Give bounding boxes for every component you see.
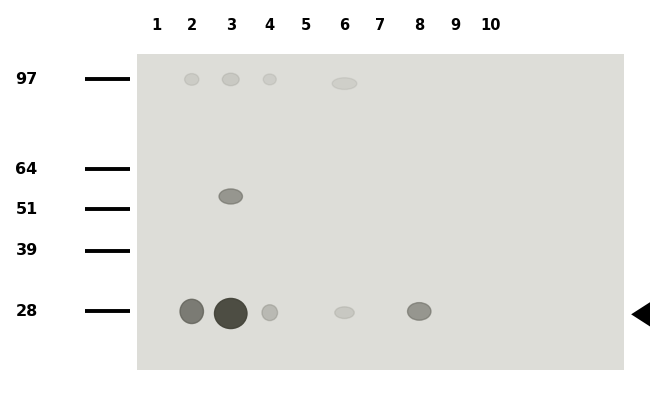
Ellipse shape [408,303,431,320]
Text: 10: 10 [480,18,501,33]
Ellipse shape [214,298,247,329]
Text: 4: 4 [265,18,275,33]
Ellipse shape [332,78,357,89]
Ellipse shape [180,299,203,324]
Text: 1: 1 [151,18,161,33]
Text: 2: 2 [187,18,197,33]
Text: 3: 3 [226,18,236,33]
Ellipse shape [263,74,276,85]
Ellipse shape [262,305,278,321]
Text: 51: 51 [16,201,38,217]
Text: 9: 9 [450,18,460,33]
Text: 64: 64 [16,162,38,177]
Text: 39: 39 [16,243,38,258]
Ellipse shape [335,307,354,319]
Text: 8: 8 [414,18,424,33]
Text: 6: 6 [339,18,350,33]
Text: 7: 7 [375,18,385,33]
Text: 5: 5 [300,18,311,33]
Ellipse shape [219,189,242,204]
Bar [136,54,624,370]
Text: 28: 28 [16,304,38,319]
Polygon shape [631,296,650,333]
Text: 97: 97 [16,72,38,87]
Ellipse shape [185,74,199,85]
Ellipse shape [222,73,239,86]
